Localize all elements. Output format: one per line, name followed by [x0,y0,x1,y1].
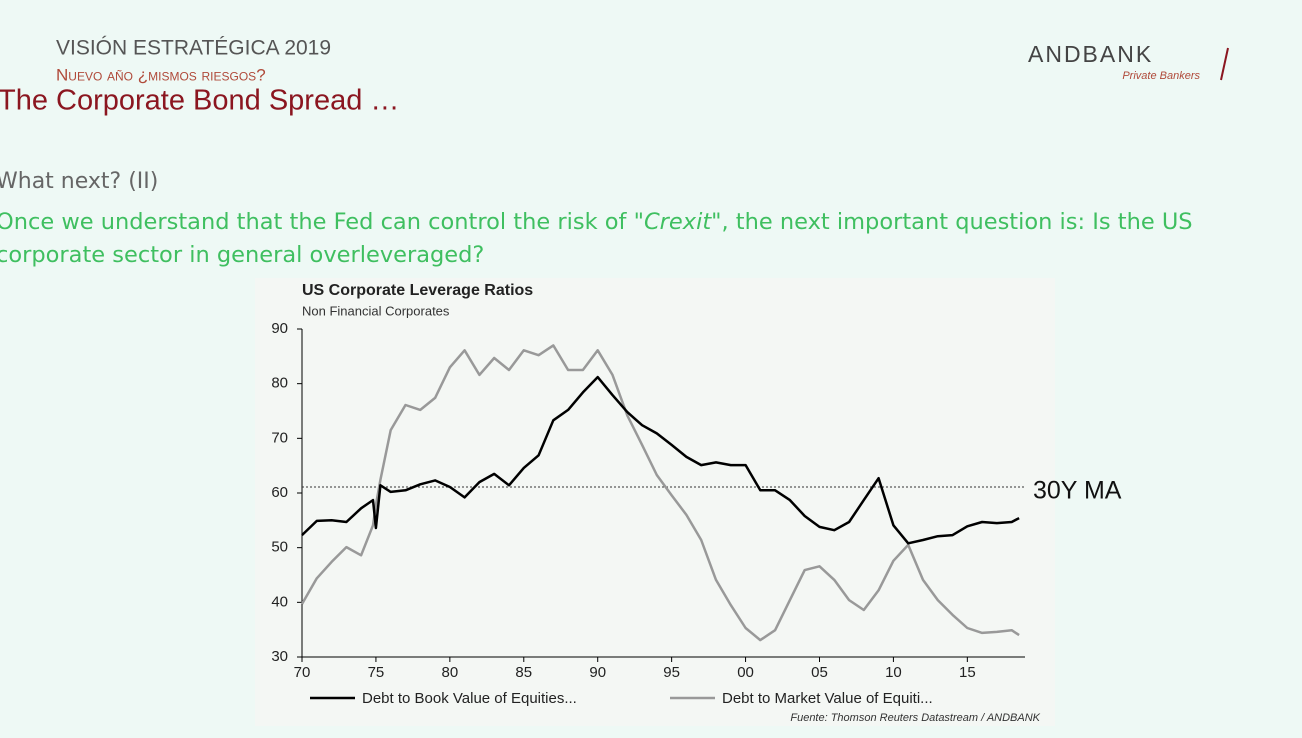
y-tick-label: 30 [271,648,288,665]
y-tick-label: 80 [271,375,288,392]
reference-label: 30Y MA [1033,477,1122,505]
y-tick-label: 50 [271,539,288,556]
slide-title: The Corporate Bond Spread … [0,85,399,117]
y-tick-label: 40 [271,593,288,610]
paragraph-emphasis: "Crexit" [633,209,722,235]
logo-tagline: Private Bankers [1122,70,1200,82]
x-tick-label: 10 [885,664,902,681]
subkicker: Nuevo año ¿mismos riesgos? [56,65,266,84]
legend-label: Debt to Book Value of Equities... [362,690,577,707]
series-line [301,375,1020,545]
x-tick-label: 15 [959,664,976,681]
x-tick-label: 90 [589,664,606,681]
x-tick-label: 95 [663,664,680,681]
source: Fuente: Thomson Reuters Datastream / AND… [790,712,1040,724]
chart-subtitle: Non Financial Corporates [302,303,450,318]
x-tick-label: 00 [737,664,754,681]
section: What next? (II) [0,169,158,194]
paragraph-text: Once we understand that the Fed can cont… [0,209,634,235]
y-tick-label: 60 [271,484,288,501]
chart-title: US Corporate Leverage Ratios [302,282,533,299]
x-tick-label: 05 [811,664,828,681]
y-tick-label: 70 [271,429,288,446]
y-tick-label: 90 [271,320,288,337]
x-tick-label: 70 [294,664,311,681]
paragraph-text: , the next important question is: Is the… [0,209,1193,268]
series-line [300,344,1020,642]
logo-name: ANDBANK [1028,41,1153,67]
kicker: VISIÓN ESTRATÉGICA 2019 [56,37,331,60]
chart-panel [255,278,1055,726]
paragraph: Once we understand that the Fed can cont… [0,206,1258,272]
x-tick-label: 85 [515,664,532,681]
logo-slash [1220,47,1229,81]
legend-label: Debt to Market Value of Equiti... [722,690,933,707]
x-tick-label: 80 [442,664,459,681]
x-tick-label: 75 [368,664,385,681]
